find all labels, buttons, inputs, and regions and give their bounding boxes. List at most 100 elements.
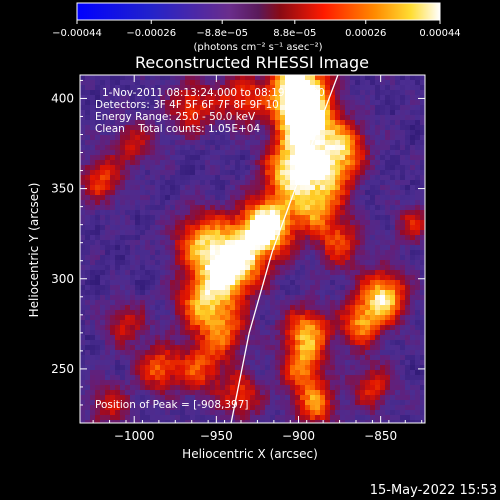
- heatmap-cell: [340, 285, 346, 291]
- heatmap-cell: [295, 395, 301, 401]
- heatmap-cell: [320, 375, 326, 381]
- annotation-energy: Energy Range: 25.0 - 50.0 keV: [95, 111, 256, 123]
- heatmap-cell: [305, 370, 311, 376]
- heatmap-cell: [105, 260, 111, 266]
- heatmap-cell: [350, 255, 356, 261]
- heatmap-cell: [310, 215, 316, 221]
- heatmap-cell: [245, 240, 251, 246]
- heatmap-cell: [105, 160, 111, 166]
- heatmap-cell: [415, 345, 421, 351]
- heatmap-cell: [190, 305, 196, 311]
- heatmap-cell: [285, 360, 291, 366]
- heatmap-cell: [155, 400, 161, 406]
- heatmap-cell: [230, 345, 236, 351]
- heatmap-cell: [335, 130, 341, 136]
- heatmap-cell: [190, 175, 196, 181]
- heatmap-cell: [85, 320, 91, 326]
- heatmap-cell: [225, 345, 231, 351]
- heatmap-cell: [140, 340, 146, 346]
- heatmap-cell: [400, 240, 406, 246]
- heatmap-cell: [135, 405, 141, 411]
- heatmap-cell: [400, 305, 406, 311]
- heatmap-cell: [260, 395, 266, 401]
- heatmap-cell: [350, 315, 356, 321]
- heatmap-cell: [305, 390, 311, 396]
- heatmap-cell: [105, 75, 111, 81]
- heatmap-cell: [360, 130, 366, 136]
- heatmap-cell: [315, 350, 321, 356]
- y-axis-label: Heliocentric Y (arcsec): [27, 183, 41, 318]
- heatmap-cell: [120, 310, 126, 316]
- heatmap-cell: [355, 375, 361, 381]
- heatmap-cell: [145, 205, 151, 211]
- heatmap-cell: [85, 340, 91, 346]
- heatmap-cell: [280, 185, 286, 191]
- heatmap-cell: [395, 210, 401, 216]
- heatmap-cell: [380, 75, 386, 81]
- heatmap-cell: [250, 115, 256, 121]
- heatmap-cell: [215, 325, 221, 331]
- heatmap-cell: [130, 270, 136, 276]
- heatmap-cell: [355, 335, 361, 341]
- heatmap-cell: [165, 135, 171, 141]
- heatmap-cell: [420, 210, 425, 216]
- heatmap-cell: [405, 395, 411, 401]
- heatmap-cell: [315, 250, 321, 256]
- heatmap-cell: [90, 230, 96, 236]
- heatmap-cell: [380, 150, 386, 156]
- heatmap-cell: [150, 220, 156, 226]
- heatmap-cell: [400, 190, 406, 196]
- heatmap-cell: [420, 90, 425, 96]
- heatmap-cell: [205, 105, 211, 111]
- heatmap-cell: [210, 335, 216, 341]
- heatmap-cell: [250, 290, 256, 296]
- heatmap-cell: [155, 115, 161, 121]
- heatmap-cell: [225, 285, 231, 291]
- heatmap-cell: [395, 255, 401, 261]
- heatmap-cell: [320, 170, 326, 176]
- heatmap-cell: [290, 200, 296, 206]
- heatmap-cell: [330, 270, 336, 276]
- heatmap-cell: [165, 310, 171, 316]
- heatmap-cell: [135, 95, 141, 101]
- heatmap-cell: [220, 105, 226, 111]
- heatmap-cell: [200, 125, 206, 131]
- heatmap-cell: [310, 415, 316, 421]
- heatmap-cell: [350, 355, 356, 361]
- heatmap-cell: [275, 185, 281, 191]
- heatmap-cell: [175, 260, 181, 266]
- heatmap-cell: [320, 145, 326, 151]
- heatmap-cell: [190, 400, 196, 406]
- heatmap-cell: [145, 220, 151, 226]
- heatmap-cell: [215, 110, 221, 116]
- heatmap-cell: [80, 85, 86, 91]
- heatmap-cell: [220, 165, 226, 171]
- heatmap-cell: [240, 325, 246, 331]
- heatmap-cell: [165, 285, 171, 291]
- heatmap-cell: [350, 335, 356, 341]
- heatmap-cell: [410, 265, 416, 271]
- heatmap-cell: [215, 130, 221, 136]
- heatmap-cell: [315, 415, 321, 421]
- heatmap-cell: [210, 375, 216, 381]
- heatmap-cell: [165, 315, 171, 321]
- heatmap-cell: [265, 260, 271, 266]
- heatmap-cell: [170, 340, 176, 346]
- heatmap-cell: [410, 335, 416, 341]
- heatmap-cell: [360, 110, 366, 116]
- heatmap-cell: [175, 305, 181, 311]
- heatmap-cell: [230, 390, 236, 396]
- heatmap-cell: [355, 170, 361, 176]
- heatmap-cell: [130, 95, 136, 101]
- heatmap-cell: [400, 405, 406, 411]
- heatmap-cell: [210, 190, 216, 196]
- heatmap-cell: [205, 215, 211, 221]
- heatmap-cell: [305, 265, 311, 271]
- heatmap-cell: [270, 270, 276, 276]
- heatmap-cell: [220, 345, 226, 351]
- heatmap-cell: [275, 205, 281, 211]
- heatmap-cell: [305, 115, 311, 121]
- heatmap-cell: [225, 100, 231, 106]
- heatmap-cell: [400, 195, 406, 201]
- heatmap-cell: [90, 120, 96, 126]
